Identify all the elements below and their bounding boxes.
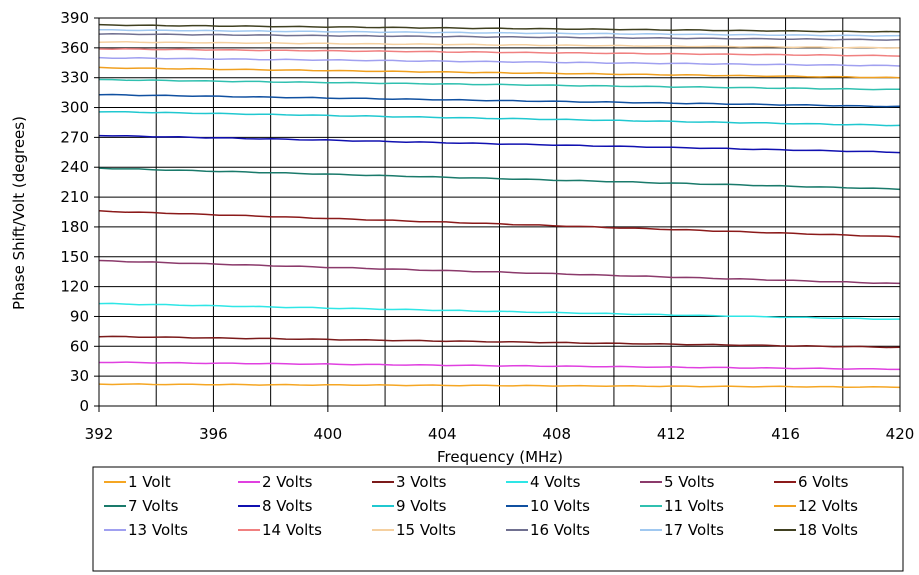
series-line-10 (98, 93, 901, 108)
y-axis-title: Phase Shift/Volt (degrees) (10, 116, 28, 310)
x-tick-label-412: 412 (657, 425, 686, 443)
plot-frame (98, 17, 901, 407)
series-line-13 (98, 56, 901, 67)
y-tick-label-210: 210 (60, 188, 89, 206)
y-tick-label-390: 390 (60, 9, 89, 27)
legend-label-8: 8 Volts (262, 497, 313, 515)
y-tick-label-0: 0 (79, 397, 89, 415)
legend-label-3: 3 Volts (396, 473, 447, 491)
legend-label-18: 18 Volts (798, 521, 858, 539)
y-tick-label-90: 90 (70, 307, 89, 325)
series-line-12 (98, 66, 901, 79)
legend-label-17: 17 Volts (664, 521, 724, 539)
x-tick-label-400: 400 (314, 425, 343, 443)
y-tick-label-60: 60 (70, 337, 89, 355)
series-line-1 (98, 383, 901, 389)
legend-label-15: 15 Volts (396, 521, 456, 539)
legend-label-4: 4 Volts (530, 473, 581, 491)
x-axis-title: Frequency (MHz) (437, 448, 563, 466)
y-tick-label-240: 240 (60, 158, 89, 176)
series-lines (98, 23, 901, 389)
series-line-7 (98, 167, 901, 191)
series-line-8 (98, 134, 901, 154)
x-tick-label-404: 404 (428, 425, 457, 443)
series-line-15 (98, 40, 901, 49)
series-line-11 (98, 78, 900, 91)
y-tick-label-150: 150 (60, 248, 89, 266)
series-line-6 (98, 209, 901, 238)
legend-label-5: 5 Volts (664, 473, 715, 491)
y-tick-label-270: 270 (60, 128, 89, 146)
series-line-2 (99, 361, 901, 371)
y-tick-label-180: 180 (60, 218, 89, 236)
legend-label-6: 6 Volts (798, 473, 849, 491)
legend-label-13: 13 Volts (128, 521, 188, 539)
legend-label-9: 9 Volts (396, 497, 447, 515)
series-line-5 (98, 259, 901, 285)
legend-label-12: 12 Volts (798, 497, 858, 515)
legend-label-2: 2 Volts (262, 473, 313, 491)
series-line-16 (98, 32, 901, 41)
series-line-3 (98, 335, 901, 349)
series-line-18 (98, 23, 901, 33)
y-tick-label-120: 120 (60, 278, 89, 296)
y-tick-label-330: 330 (60, 69, 89, 87)
series-line-17 (98, 28, 901, 37)
legend-label-7: 7 Volts (128, 497, 179, 515)
legend-box (92, 466, 904, 572)
x-tick-label-420: 420 (886, 425, 915, 443)
series-line-14 (98, 48, 901, 57)
y-axis-ticks: 0 30 60 90 120 150 180 210 240 270 300 330 360 390 (60, 9, 99, 415)
legend: 1 Volt 2 Volts 3 Volts 4 Volts 5 Volts 6 Volt… (92, 466, 904, 572)
legend-label-10: 10 Volts (530, 497, 590, 515)
x-tick-label-396: 396 (199, 425, 228, 443)
x-axis-ticks: 392 396 400 404 408 412 416 420 (85, 406, 915, 443)
y-tick-label-360: 360 (60, 39, 89, 57)
x-tick-label-408: 408 (542, 425, 571, 443)
x-tick-label-392: 392 (85, 425, 114, 443)
legend-label-14: 14 Volts (262, 521, 322, 539)
series-line-9 (98, 110, 901, 127)
plot-border (98, 17, 901, 407)
y-tick-label-30: 30 (70, 367, 89, 385)
legend-label-11: 11 Volts (664, 497, 724, 515)
x-tick-label-416: 416 (771, 425, 800, 443)
legend-label-1: 1 Volt (128, 473, 171, 491)
y-tick-label-300: 300 (60, 99, 89, 117)
series-line-4 (98, 302, 901, 321)
legend-label-16: 16 Volts (530, 521, 590, 539)
